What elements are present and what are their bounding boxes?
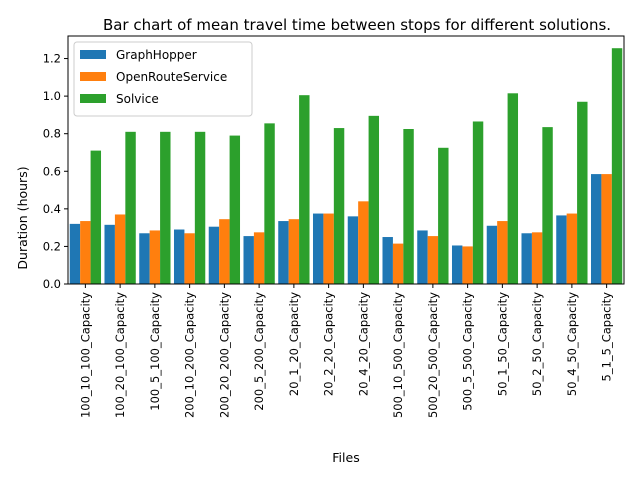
bar-solvice-9	[403, 129, 414, 284]
bar-openrouteservice-1	[114, 214, 126, 284]
bar-graphhopper-15	[590, 174, 602, 284]
bar-solvice-4	[229, 135, 241, 284]
chart-title: Bar chart of mean travel time between st…	[103, 16, 611, 34]
bar-graphhopper-6	[278, 221, 289, 284]
x-tick-label: 50_1_50_Capacity	[495, 292, 509, 396]
bars-group	[69, 48, 623, 285]
legend-box	[73, 41, 253, 117]
bar-graphhopper-2	[139, 233, 150, 284]
bar-solvice-6	[299, 95, 310, 285]
legend: GraphHopper OpenRouteService Solvice	[73, 41, 253, 117]
bar-openrouteservice-14	[566, 213, 578, 284]
bar-openrouteservice-9	[392, 243, 404, 284]
y-axis: 0.0 0.2 0.4 0.6 0.8 1.0 1.2	[43, 52, 68, 291]
x-tick-label: 500_5_500_Capacity	[461, 292, 475, 411]
legend-swatch-openrouteservice	[80, 72, 106, 81]
bar-graphhopper-3	[173, 229, 185, 284]
bar-solvice-12	[507, 93, 519, 284]
bar-solvice-1	[125, 131, 136, 284]
bar-solvice-10	[438, 147, 449, 284]
bar-graphhopper-7	[312, 213, 324, 284]
y-tick-label: 0.4	[43, 202, 61, 216]
x-tick-label: 200_5_200_Capacity	[252, 292, 266, 411]
bar-openrouteservice-2	[149, 230, 161, 284]
bar-graphhopper-9	[382, 237, 393, 284]
x-tick-label: 20_1_20_Capacity	[287, 292, 301, 396]
bar-graphhopper-11	[451, 245, 463, 284]
y-tick-label: 0.8	[43, 127, 61, 141]
bar-graphhopper-14	[556, 215, 567, 284]
bar-solvice-0	[90, 150, 102, 284]
y-tick-label: 0.6	[43, 164, 61, 178]
bar-graphhopper-1	[104, 224, 115, 284]
bar-solvice-2	[160, 131, 171, 284]
x-tick-label: 20_4_20_Capacity	[356, 292, 370, 396]
y-tick-label: 1.0	[43, 89, 61, 103]
plot-frame	[67, 35, 625, 285]
bar-openrouteservice-3	[184, 233, 195, 284]
x-tick-label: 500_20_500_Capacity	[426, 292, 440, 418]
x-tick-label: 20_2_20_Capacity	[322, 292, 336, 396]
bar-openrouteservice-11	[462, 246, 473, 284]
bar-openrouteservice-13	[531, 232, 543, 284]
bar-solvice-14	[577, 101, 588, 284]
y-axis-label: Duration (hours)	[15, 166, 30, 269]
bar-openrouteservice-5	[253, 232, 265, 284]
y-tick-label: 0.0	[43, 277, 61, 291]
bar-openrouteservice-6	[288, 219, 300, 284]
x-axis-label: Files	[332, 450, 359, 465]
x-tick-label: 500_10_500_Capacity	[391, 292, 405, 418]
x-tick-label: 100_10_100_Capacity	[78, 292, 92, 418]
bar-graphhopper-12	[486, 225, 498, 284]
x-tick-label: 5_1_5_Capacity	[600, 292, 614, 382]
bar-openrouteservice-7	[323, 213, 334, 284]
y-tick-label: 1.2	[43, 52, 61, 66]
bar-openrouteservice-12	[497, 221, 508, 284]
x-axis: 100_10_100_Capacity 100_20_100_Capacity 10…	[78, 284, 614, 418]
x-tick-label: 200_20_200_Capacity	[217, 292, 231, 418]
bar-graphhopper-13	[521, 233, 532, 284]
bar-graphhopper-10	[417, 230, 428, 284]
bar-openrouteservice-4	[219, 219, 230, 284]
bar-openrouteservice-8	[358, 201, 369, 284]
bar-openrouteservice-10	[427, 236, 439, 284]
bar-openrouteservice-0	[80, 221, 91, 284]
bar-solvice-5	[264, 123, 275, 284]
x-tick-label: 100_5_100_Capacity	[148, 292, 162, 411]
legend-swatch-graphhopper	[80, 50, 106, 59]
legend-label-solvice: Solvice	[116, 92, 159, 106]
bar-graphhopper-4	[208, 226, 220, 284]
bar-solvice-3	[194, 131, 206, 284]
x-tick-label: 100_20_100_Capacity	[113, 292, 127, 418]
legend-label-openrouteservice: OpenRouteService	[116, 70, 227, 84]
y-tick-label: 0.2	[43, 239, 61, 253]
bar-solvice-11	[472, 121, 484, 284]
bar-openrouteservice-15	[601, 174, 612, 284]
bar-graphhopper-8	[347, 216, 359, 284]
bar-solvice-15	[611, 48, 623, 285]
bar-graphhopper-5	[243, 236, 254, 284]
bar-solvice-8	[368, 115, 380, 284]
bar-solvice-13	[542, 127, 553, 285]
x-tick-label: 50_2_50_Capacity	[530, 292, 544, 396]
bar-solvice-7	[333, 128, 345, 284]
x-tick-label: 200_10_200_Capacity	[183, 292, 197, 418]
legend-swatch-solvice	[80, 94, 106, 103]
x-tick-label: 50_4_50_Capacity	[565, 292, 579, 396]
legend-label-graphhopper: GraphHopper	[116, 48, 197, 62]
bar-graphhopper-0	[69, 223, 81, 284]
